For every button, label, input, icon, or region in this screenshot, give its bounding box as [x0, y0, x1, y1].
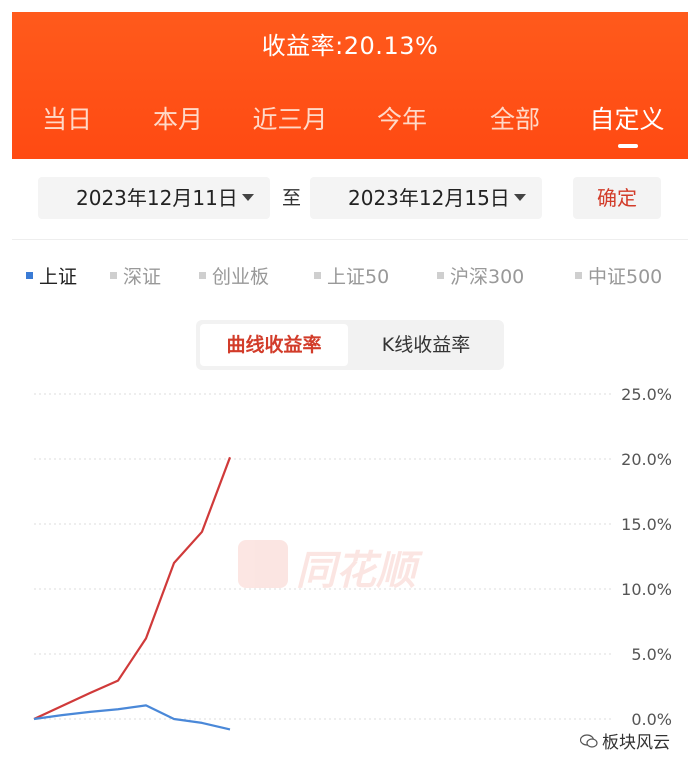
- start-date-select[interactable]: 2023年12月11日: [38, 177, 270, 219]
- y-tick-label: 5.0%: [631, 645, 672, 664]
- tab-custom[interactable]: 自定义: [589, 105, 665, 134]
- divider: [12, 239, 688, 240]
- caret-down-icon: [242, 194, 254, 201]
- tab-this-year[interactable]: 今年: [376, 105, 427, 134]
- legend-swatch: [199, 272, 206, 279]
- to-label: 至: [282, 187, 302, 209]
- portfolio-yield-line: [33, 456, 232, 720]
- start-date-value: 2023年12月11日: [76, 186, 238, 210]
- y-tick-label: 10.0%: [621, 580, 672, 599]
- app-frame: 收益率:20.13% 当日 本月 近三月 今年 全部 自定义 2023年12月1…: [12, 12, 688, 760]
- caret-down-icon: [514, 194, 526, 201]
- legend-item-shenzhen[interactable]: 深证: [110, 262, 161, 289]
- legend-swatch: [110, 272, 117, 279]
- legend-label: 上证50: [327, 266, 390, 288]
- y-tick-label: 20.0%: [621, 450, 672, 469]
- tab-three-months[interactable]: 近三月: [252, 105, 328, 134]
- y-tick-label: 15.0%: [621, 515, 672, 534]
- legend-item-shanghai[interactable]: 上证: [26, 262, 77, 289]
- end-date-select[interactable]: 2023年12月15日: [310, 177, 542, 219]
- tab-today[interactable]: 当日: [41, 105, 92, 134]
- legend-item-sse50[interactable]: 上证50: [314, 262, 389, 289]
- brand-logo-icon: [238, 540, 288, 588]
- curve-yield-button[interactable]: 曲线收益率: [200, 324, 348, 366]
- tab-all[interactable]: 全部: [489, 105, 540, 134]
- credit: 板块风云: [580, 728, 670, 753]
- legend-label: 深证: [123, 266, 162, 288]
- index-legend: 上证 深证 创业板 上证50 沪深300 中证500: [12, 262, 688, 292]
- legend-item-csi300[interactable]: 沪深300: [437, 262, 524, 289]
- legend-swatch: [575, 272, 582, 279]
- legend-label: 中证500: [588, 266, 663, 288]
- legend-swatch: [437, 272, 444, 279]
- legend-item-chinext[interactable]: 创业板: [199, 262, 269, 289]
- legend-label: 上证: [39, 266, 78, 288]
- active-tab-indicator: [618, 144, 638, 148]
- credit-text: 板块风云: [602, 733, 670, 753]
- wechat-icon: [580, 734, 598, 748]
- tab-this-month[interactable]: 本月: [152, 105, 203, 134]
- legend-label: 创业板: [212, 266, 270, 288]
- watermark-text: 同花顺: [296, 548, 416, 594]
- legend-swatch: [314, 272, 321, 279]
- kline-yield-button[interactable]: K线收益率: [381, 334, 471, 356]
- legend-item-csi500[interactable]: 中证500: [575, 262, 662, 289]
- chart-mode-toggle: 曲线收益率 K线收益率: [196, 320, 504, 370]
- confirm-button[interactable]: 确定: [573, 177, 661, 219]
- legend-swatch: [26, 272, 33, 279]
- y-tick-label: 25.0%: [621, 385, 672, 404]
- period-tabs: 当日 本月 近三月 今年 全部 自定义: [12, 100, 688, 150]
- yield-label: 收益率:20.13%: [261, 32, 439, 60]
- header: 收益率:20.13% 当日 本月 近三月 今年 全部 自定义: [12, 12, 688, 159]
- legend-label: 沪深300: [450, 266, 525, 288]
- y-tick-label: 0.0%: [631, 710, 672, 729]
- index-yield-line: [33, 704, 231, 731]
- end-date-value: 2023年12月15日: [348, 186, 510, 210]
- yield-chart: 25.0% 20.0% 15.0% 10.0% 5.0% 0.0%: [33, 385, 672, 731]
